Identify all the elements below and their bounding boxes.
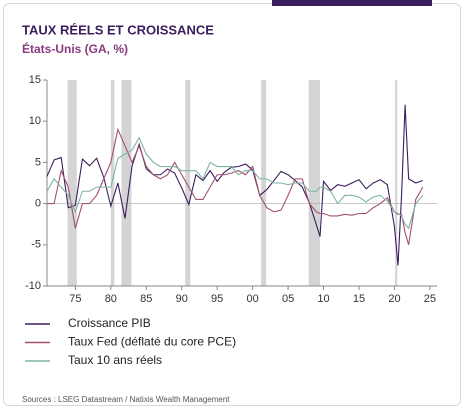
chart-subtitle: États-Unis (GA, %) (22, 41, 128, 56)
accent-bar (272, 0, 432, 6)
x-tick-label: 20 (388, 293, 400, 305)
x-tick-label: 85 (140, 293, 152, 305)
x-tick-label: 95 (211, 293, 223, 305)
x-tick-label: 25 (424, 293, 436, 305)
legend-label: Croissance PIB (68, 316, 151, 330)
x-tick-label: 90 (176, 293, 188, 305)
x-tick-label: 05 (282, 293, 294, 305)
series-line (46, 136, 424, 230)
y-tick-label: 10 (29, 115, 41, 127)
y-tick-label: 15 (29, 74, 41, 86)
recession-band (110, 80, 115, 286)
x-tick-label: 80 (105, 293, 117, 305)
recession-band (185, 80, 191, 286)
legend-label: Taux Fed (déflaté du core PCE) (68, 335, 236, 349)
x-tick-label: 10 (317, 293, 329, 305)
y-tick-label: 0 (35, 198, 41, 210)
series-line (46, 104, 424, 266)
source: Sources : LSEG Datastream / Natixis Weal… (22, 395, 230, 404)
legend-label: Taux 10 ans réels (68, 353, 162, 367)
series-line (47, 127, 424, 245)
x-tick-label: 75 (69, 293, 81, 305)
y-tick-label: 5 (35, 156, 41, 168)
x-tick-label: 15 (353, 293, 365, 305)
y-tick-label: -5 (31, 239, 41, 251)
x-tick-label: 00 (247, 293, 259, 305)
recession-band (67, 80, 77, 286)
card-border (3, 3, 461, 406)
y-tick-label: -10 (25, 280, 41, 292)
recession-band (261, 80, 267, 286)
chart-title: TAUX RÉELS ET CROISSANCE (22, 22, 214, 37)
recession-band (395, 80, 398, 286)
recession-band (121, 80, 132, 286)
recession-band (308, 80, 320, 286)
